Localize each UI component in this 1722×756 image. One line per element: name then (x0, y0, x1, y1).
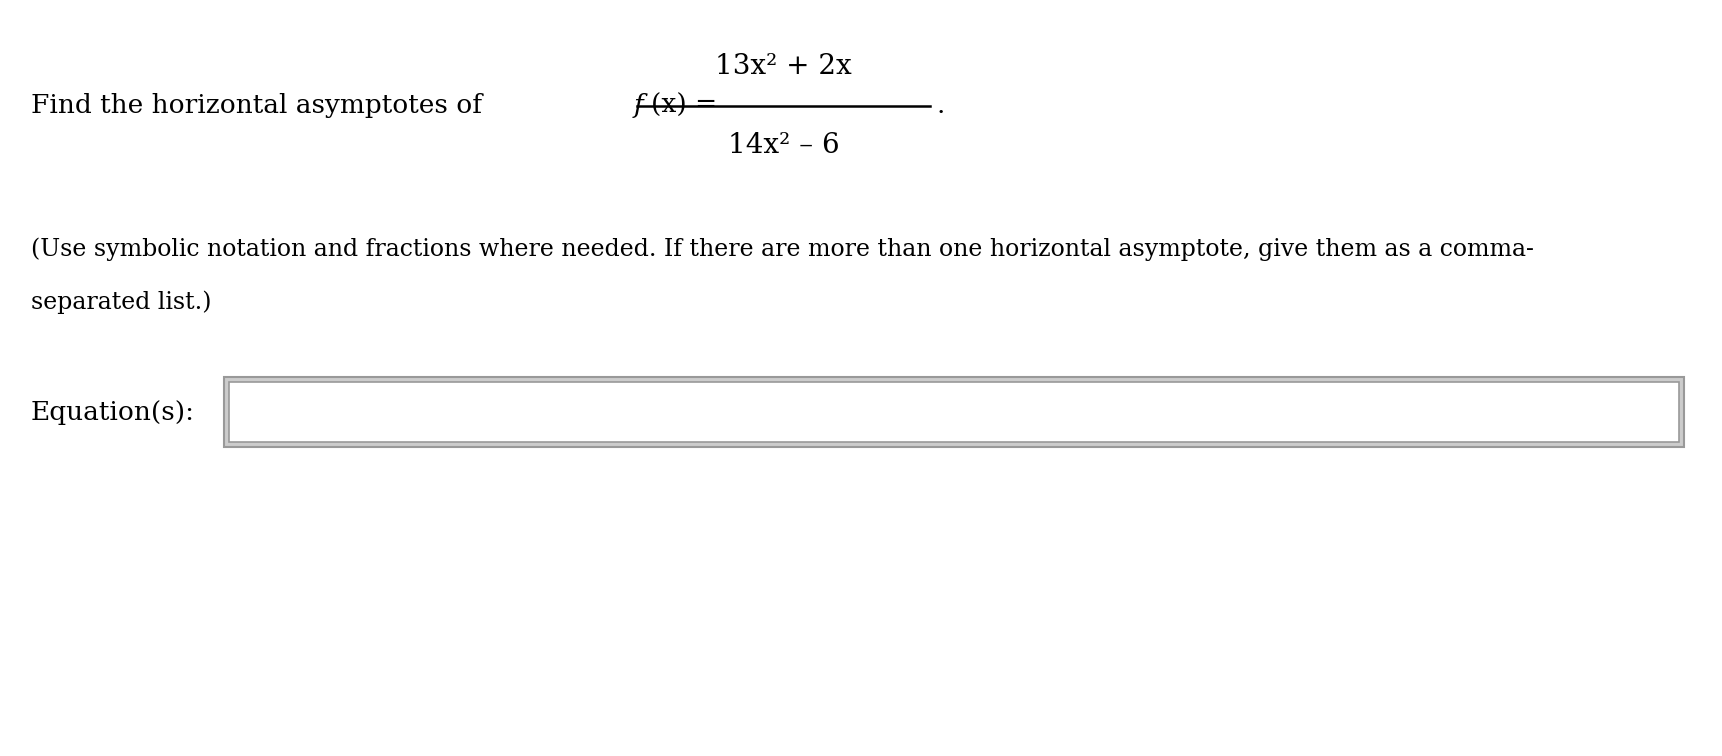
Text: (Use symbolic notation and fractions where needed. If there are more than one ho: (Use symbolic notation and fractions whe… (31, 237, 1534, 262)
Text: Find the horizontal asymptotes of: Find the horizontal asymptotes of (31, 93, 491, 119)
Text: Equation(s):: Equation(s): (31, 399, 195, 425)
Text: .: . (937, 93, 945, 119)
Text: 14x² – 6: 14x² – 6 (728, 132, 839, 159)
Text: f: f (634, 93, 644, 119)
Text: separated list.): separated list.) (31, 290, 212, 314)
Text: 13x² + 2x: 13x² + 2x (715, 53, 852, 80)
Text: (x) =: (x) = (651, 93, 725, 119)
